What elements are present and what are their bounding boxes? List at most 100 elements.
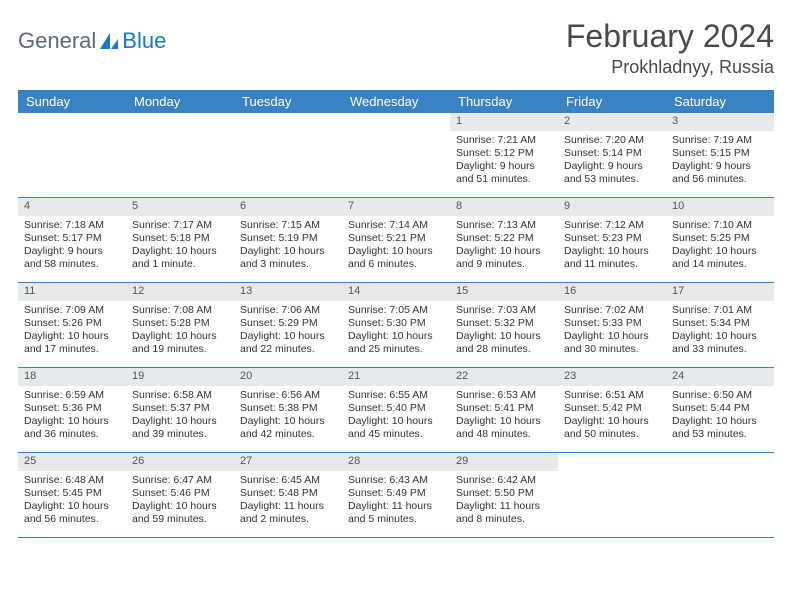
day-ss: Sunset: 5:26 PM (24, 317, 120, 330)
day-cell: 7Sunrise: 7:14 AMSunset: 5:21 PMDaylight… (342, 198, 450, 282)
day-number: 21 (342, 368, 450, 386)
day-body: Sunrise: 7:12 AMSunset: 5:23 PMDaylight:… (558, 218, 666, 276)
day-ss: Sunset: 5:36 PM (24, 402, 120, 415)
week-row: 25 Sunrise: 6:48 AMSunset: 5:45 PMDayligh… (18, 453, 774, 538)
day-cell: 8Sunrise: 7:13 AMSunset: 5:22 PMDaylight… (450, 198, 558, 282)
day-cell: 24Sunrise: 6:50 AMSunset: 5:44 PMDayligh… (666, 368, 774, 452)
day-d1: Daylight: 10 hours (24, 330, 120, 343)
day-ss: Sunset: 5:46 PM (132, 487, 228, 500)
day-sr: Sunrise: 6:42 AM (456, 474, 552, 487)
day-body: Sunrise: 6:48 AMSunset: 5:45 PMDaylight:… (18, 473, 126, 531)
day-cell: 17Sunrise: 7:01 AMSunset: 5:34 PMDayligh… (666, 283, 774, 367)
day-d1: Daylight: 10 hours (672, 330, 768, 343)
day-ss: Sunset: 5:19 PM (240, 232, 336, 245)
day-body: Sunrise: 6:55 AMSunset: 5:40 PMDaylight:… (342, 388, 450, 446)
day-sr: Sunrise: 6:45 AM (240, 474, 336, 487)
day-sr: Sunrise: 7:06 AM (240, 304, 336, 317)
day-d1: Daylight: 10 hours (24, 500, 120, 513)
day-d2: and 51 minutes. (456, 173, 552, 186)
day-body: Sunrise: 6:56 AMSunset: 5:38 PMDaylight:… (234, 388, 342, 446)
day-cell: 3Sunrise: 7:19 AMSunset: 5:15 PMDaylight… (666, 113, 774, 197)
day-d1: Daylight: 10 hours (456, 415, 552, 428)
day-cell: 18Sunrise: 6:59 AMSunset: 5:36 PMDayligh… (18, 368, 126, 452)
week-row: 18Sunrise: 6:59 AMSunset: 5:36 PMDayligh… (18, 368, 774, 453)
day-d1: Daylight: 9 hours (456, 160, 552, 173)
day-cell: 28 Sunrise: 6:43 AMSunset: 5:49 PMDayligh… (342, 453, 450, 537)
day-d1: Daylight: 10 hours (564, 415, 660, 428)
title-block: February 2024 Prokhladnyy, Russia (566, 18, 774, 78)
day-number: 1 (450, 113, 558, 131)
day-ss: Sunset: 5:17 PM (24, 232, 120, 245)
day-d2: and 25 minutes. (348, 343, 444, 356)
day-d2: and 39 minutes. (132, 428, 228, 441)
day-d1: Daylight: 10 hours (672, 245, 768, 258)
day-cell: 16Sunrise: 7:02 AMSunset: 5:33 PMDayligh… (558, 283, 666, 367)
day-d1: Daylight: 10 hours (672, 415, 768, 428)
day-number: 2 (558, 113, 666, 131)
day-ss: Sunset: 5:25 PM (672, 232, 768, 245)
day-ss: Sunset: 5:28 PM (132, 317, 228, 330)
day-body: Sunrise: 7:06 AMSunset: 5:29 PMDaylight:… (234, 303, 342, 361)
day-body: Sunrise: 7:05 AMSunset: 5:30 PMDaylight:… (342, 303, 450, 361)
day-d1: Daylight: 11 hours (456, 500, 552, 513)
day-number: 10 (666, 198, 774, 216)
day-d1: Daylight: 9 hours (24, 245, 120, 258)
day-cell: 9Sunrise: 7:12 AMSunset: 5:23 PMDaylight… (558, 198, 666, 282)
day-d1: Daylight: 10 hours (564, 330, 660, 343)
day-body: Sunrise: 6:45 AMSunset: 5:48 PMDaylight:… (234, 473, 342, 531)
day-body: Sunrise: 7:21 AMSunset: 5:12 PMDaylight:… (450, 133, 558, 191)
day-number: 16 (558, 283, 666, 301)
day-body: Sunrise: 6:43 AMSunset: 5:49 PMDaylight:… (342, 473, 450, 531)
day-sr: Sunrise: 7:05 AM (348, 304, 444, 317)
day-ss: Sunset: 5:18 PM (132, 232, 228, 245)
logo: General Blue (18, 18, 166, 54)
day-d2: and 56 minutes. (672, 173, 768, 186)
day-cell (18, 113, 126, 197)
day-d2: and 8 minutes. (456, 513, 552, 526)
day-sr: Sunrise: 7:02 AM (564, 304, 660, 317)
day-sr: Sunrise: 6:43 AM (348, 474, 444, 487)
day-d2: and 53 minutes. (564, 173, 660, 186)
week-row: 1 Sunrise: 7:21 AMSunset: 5:12 PMDaylight… (18, 113, 774, 198)
day-d2: and 6 minutes. (348, 258, 444, 271)
day-number: 28 (342, 453, 450, 471)
logo-text-general: General (18, 28, 96, 54)
day-cell: 21 Sunrise: 6:55 AMSunset: 5:40 PMDayligh… (342, 368, 450, 452)
day-sr: Sunrise: 6:58 AM (132, 389, 228, 402)
day-body: Sunrise: 7:10 AMSunset: 5:25 PMDaylight:… (666, 218, 774, 276)
day-number: 27 (234, 453, 342, 471)
day-body: Sunrise: 7:15 AMSunset: 5:19 PMDaylight:… (234, 218, 342, 276)
day-number: 8 (450, 198, 558, 216)
day-body: Sunrise: 7:18 AMSunset: 5:17 PMDaylight:… (18, 218, 126, 276)
day-d2: and 58 minutes. (24, 258, 120, 271)
day-sr: Sunrise: 6:53 AM (456, 389, 552, 402)
day-cell (234, 113, 342, 197)
day-d1: Daylight: 10 hours (132, 245, 228, 258)
day-cell: 5Sunrise: 7:17 AMSunset: 5:18 PMDaylight… (126, 198, 234, 282)
day-cell: 27 Sunrise: 6:45 AMSunset: 5:48 PMDayligh… (234, 453, 342, 537)
day-sr: Sunrise: 7:15 AM (240, 219, 336, 232)
day-number: 3 (666, 113, 774, 131)
day-body: Sunrise: 7:17 AMSunset: 5:18 PMDaylight:… (126, 218, 234, 276)
day-number: 25 (18, 453, 126, 471)
day-number: 26 (126, 453, 234, 471)
day-number: 20 (234, 368, 342, 386)
day-number: 14 (342, 283, 450, 301)
day-sr: Sunrise: 7:13 AM (456, 219, 552, 232)
day-cell: 25 Sunrise: 6:48 AMSunset: 5:45 PMDayligh… (18, 453, 126, 537)
day-cell: 6Sunrise: 7:15 AMSunset: 5:19 PMDaylight… (234, 198, 342, 282)
day-d2: and 1 minute. (132, 258, 228, 271)
day-sr: Sunrise: 7:03 AM (456, 304, 552, 317)
day-ss: Sunset: 5:23 PM (564, 232, 660, 245)
day-ss: Sunset: 5:41 PM (456, 402, 552, 415)
day-sr: Sunrise: 7:21 AM (456, 134, 552, 147)
day-header-wed: Wednesday (342, 90, 450, 113)
day-d2: and 59 minutes. (132, 513, 228, 526)
header: General Blue February 2024 Prokhladnyy, … (18, 18, 774, 78)
day-number: 7 (342, 198, 450, 216)
day-header-tue: Tuesday (234, 90, 342, 113)
month-title: February 2024 (566, 18, 774, 55)
day-body: Sunrise: 6:47 AMSunset: 5:46 PMDaylight:… (126, 473, 234, 531)
day-sr: Sunrise: 7:17 AM (132, 219, 228, 232)
day-body: Sunrise: 7:20 AMSunset: 5:14 PMDaylight:… (558, 133, 666, 191)
